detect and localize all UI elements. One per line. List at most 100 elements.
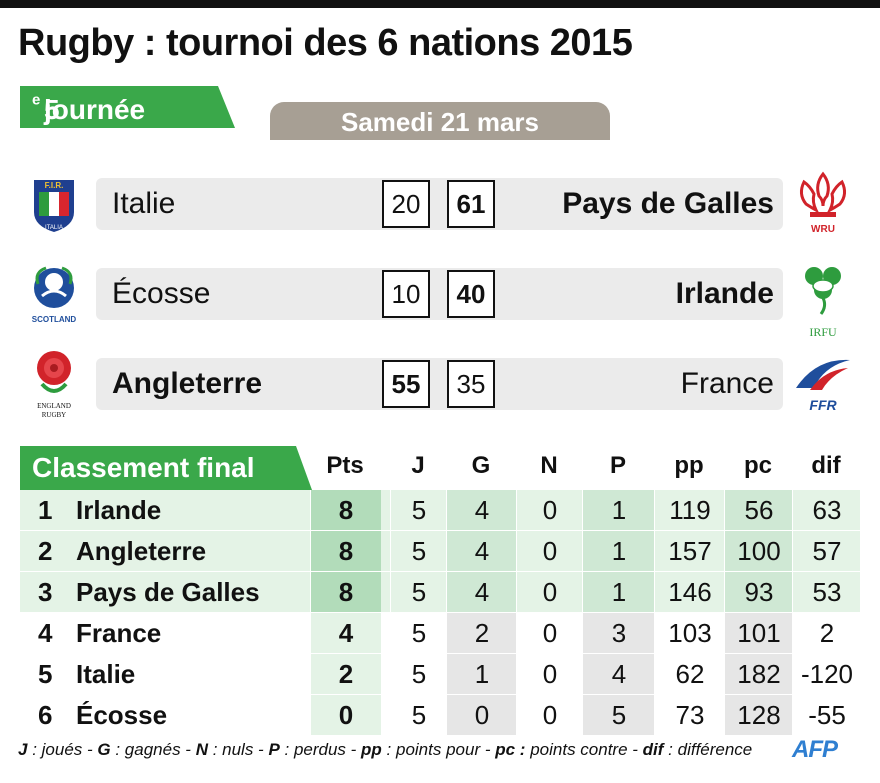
england-rugby-logo-icon: ENGLAND RUGBY	[37, 351, 71, 419]
cell-g: 2	[446, 613, 517, 653]
legend-separator: -	[627, 740, 643, 759]
legend-colon: :	[279, 740, 294, 759]
cell-g: 4	[446, 531, 517, 571]
legend-text: joués	[41, 740, 83, 759]
round-sup: e	[32, 91, 41, 109]
cell-n: 0	[516, 654, 583, 694]
cell-j: 5	[390, 654, 447, 694]
legend-separator: -	[345, 740, 362, 759]
match-row: SCOTLAND Écosse 10 40 Irlande IRFU	[0, 258, 880, 339]
home-score: 20	[382, 180, 430, 228]
cell-j: 5	[390, 695, 447, 735]
match-bar	[96, 268, 783, 320]
legend-separator: -	[180, 740, 196, 759]
rank: 2	[38, 536, 53, 566]
cell-p: 5	[582, 695, 655, 735]
rank: 4	[38, 618, 53, 648]
cell-p: 4	[582, 654, 655, 694]
match-row: F.I.R. ITALIA Italie 20 61 Pays de Galle…	[0, 168, 880, 238]
cell-pts: 0	[310, 695, 381, 735]
wru-wales-logo-icon: WRU	[799, 171, 847, 235]
team-name: Italie	[76, 659, 136, 689]
svg-text:SCOTLAND: SCOTLAND	[32, 315, 77, 324]
column-header: G	[471, 452, 491, 479]
cell-j: 5	[390, 613, 447, 653]
legend-separator: -	[253, 740, 269, 759]
column-header: dif	[811, 452, 841, 479]
cell-pts: 8	[310, 531, 381, 571]
match-bar	[96, 358, 783, 410]
cell-pc: 182	[724, 654, 793, 694]
away-team-name: Pays de Galles	[562, 187, 774, 220]
legend-colon: :	[27, 740, 42, 759]
svg-text:ITALIA: ITALIA	[45, 225, 63, 231]
column-header: pp	[674, 452, 704, 479]
cell-pc: 100	[724, 531, 793, 571]
svg-text:IRFU: IRFU	[809, 325, 837, 339]
standings-table: Classement final Pts J G N P pp pc dif 1…	[20, 446, 860, 736]
cell-j: 5	[390, 572, 447, 612]
away-score: 40	[447, 270, 495, 318]
legend-colon: :	[663, 740, 678, 759]
cell-n: 0	[516, 572, 583, 612]
cell-pp: 103	[654, 613, 725, 653]
cell-g: 4	[446, 572, 517, 612]
cell-dif: -120	[792, 654, 861, 694]
cell-dif: -55	[792, 695, 861, 735]
column-header: J	[411, 452, 425, 479]
legend-text: perdus	[293, 740, 346, 759]
rank: 6	[38, 700, 53, 730]
cell-g: 4	[446, 490, 517, 530]
table-row: 1 Irlande 8 5 4 0 1 119 56 63	[20, 490, 860, 531]
cell-pts: 8	[310, 572, 381, 612]
away-team-name: France	[680, 367, 774, 400]
away-team-name: Irlande	[675, 277, 774, 310]
column-header: N	[540, 452, 558, 479]
cell-p: 1	[582, 490, 655, 530]
team-name: Écosse	[76, 700, 168, 730]
team-name: Pays de Galles	[76, 577, 260, 607]
legend-abbr: pc :	[495, 740, 526, 759]
legend-colon: :	[381, 740, 396, 759]
home-team-name: Écosse	[112, 277, 211, 310]
cell-p: 3	[582, 613, 655, 653]
home-score: 10	[382, 270, 430, 318]
ffr-logo-icon: FFR	[796, 359, 850, 413]
home-team-name: Angleterre	[112, 367, 263, 400]
cell-pp: 157	[654, 531, 725, 571]
cell-dif: 57	[792, 531, 861, 571]
legend-text: gagnés	[124, 740, 181, 759]
legend-text: différence	[677, 740, 753, 759]
fir-italy-logo-icon: F.I.R. ITALIA	[34, 180, 74, 232]
legend-abbr: pp	[361, 740, 382, 759]
cell-n: 0	[516, 613, 583, 653]
top-rule	[0, 0, 880, 8]
svg-text:ENGLAND: ENGLAND	[37, 402, 71, 410]
standings-header: Classement final Pts J G N P pp pc dif	[20, 446, 860, 490]
cell-pc: 56	[724, 490, 793, 530]
column-header: P	[609, 452, 626, 479]
cell-dif: 63	[792, 490, 861, 530]
cell-pc: 93	[724, 572, 793, 612]
standings-rows: 1 Irlande 8 5 4 0 1 119 56 63 2 Angleterre 8 5 4 0 1 157 1…	[20, 490, 860, 736]
svg-text:FFR: FFR	[809, 397, 837, 413]
cell-n: 0	[516, 490, 583, 530]
cell-pts: 4	[310, 613, 381, 653]
cell-pp: 146	[654, 572, 725, 612]
cell-pc: 101	[724, 613, 793, 653]
team-name: Angleterre	[76, 536, 207, 566]
irfu-logo-icon: IRFU	[805, 267, 841, 339]
scotland-logo-icon: SCOTLAND	[32, 266, 77, 324]
svg-text:WRU: WRU	[811, 224, 835, 235]
svg-text:F.I.R.: F.I.R.	[45, 181, 64, 190]
team-name: Irlande	[76, 495, 162, 525]
legend-text: nuls	[222, 740, 254, 759]
column-header: Pts	[326, 452, 364, 479]
standings-title: Classement final	[20, 446, 312, 490]
round-number: 5	[44, 94, 60, 125]
away-score: 61	[447, 180, 495, 228]
rank: 1	[38, 495, 53, 525]
legend-text: points contre	[530, 740, 628, 759]
legend-colon: :	[207, 740, 223, 759]
legend-abbr: dif	[642, 740, 664, 759]
